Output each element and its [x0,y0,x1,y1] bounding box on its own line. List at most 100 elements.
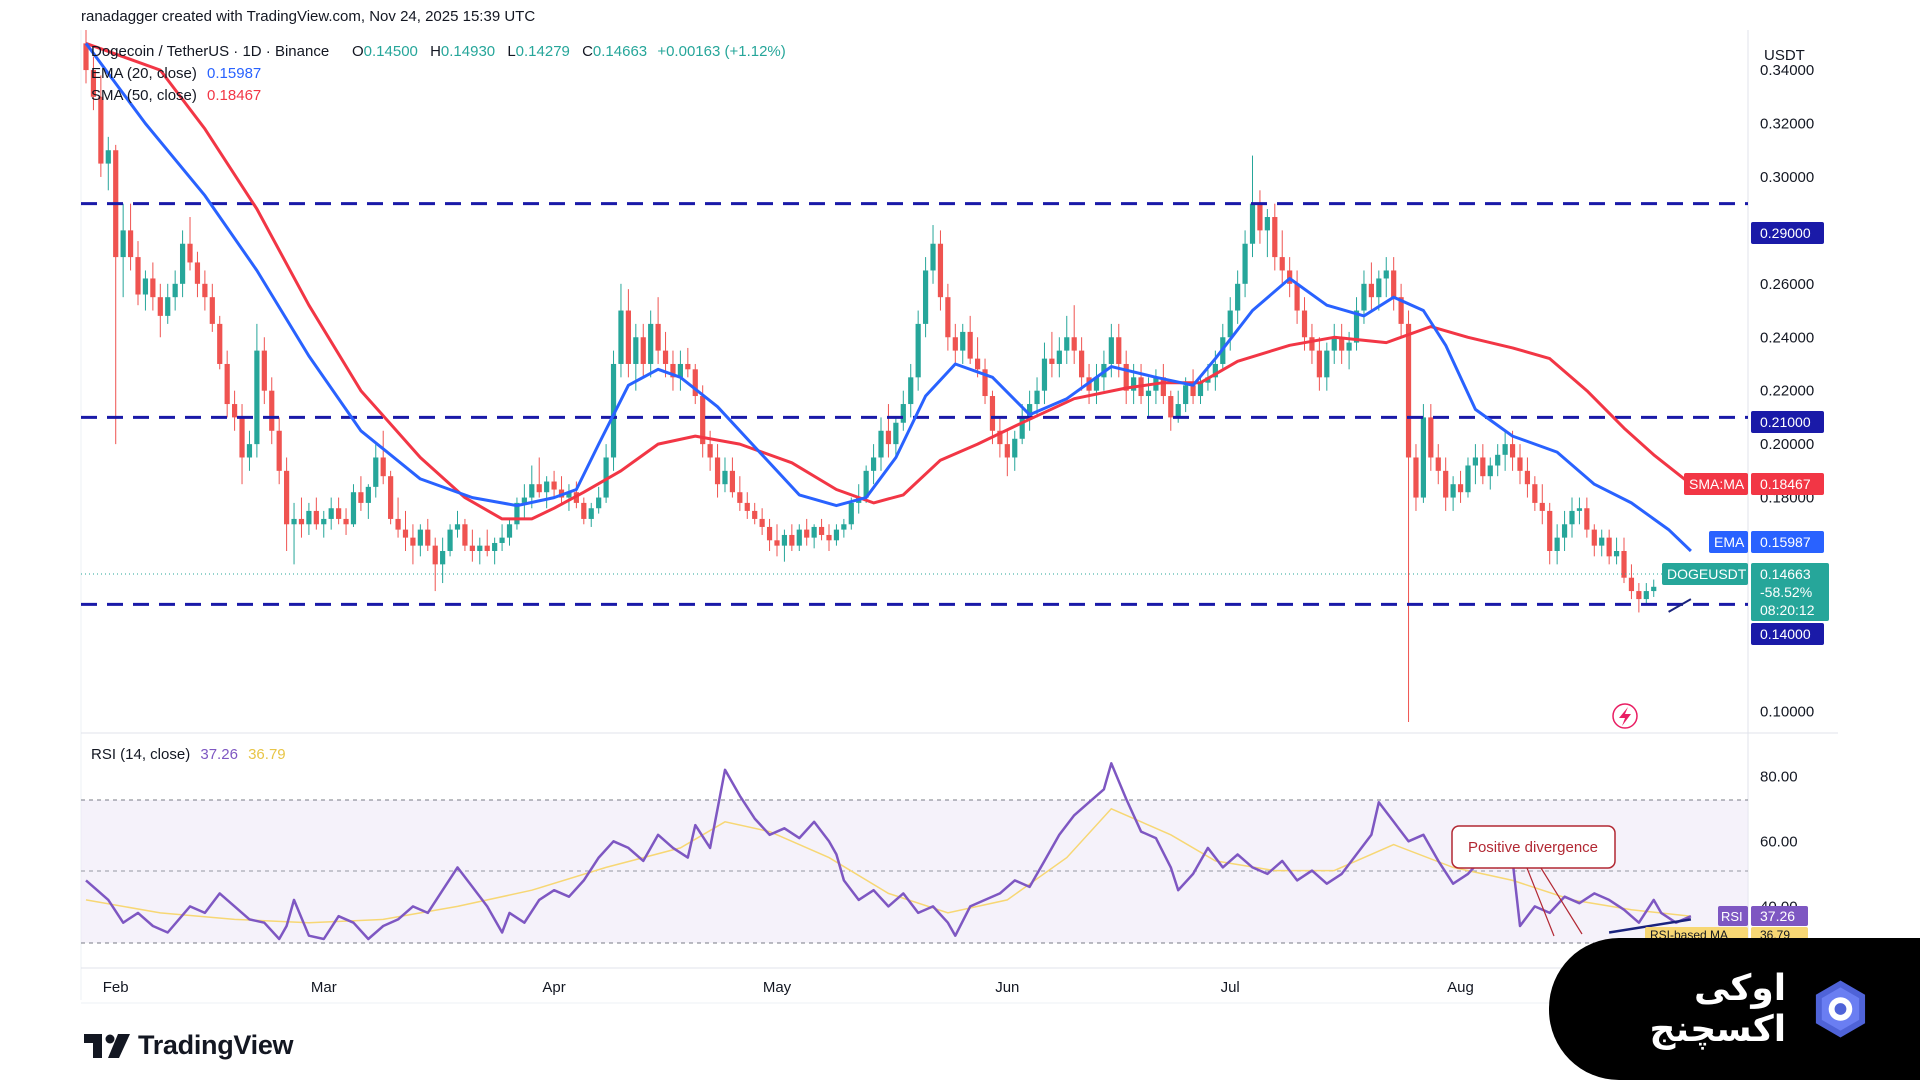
candle-body [1353,310,1360,343]
candle [1480,444,1486,485]
moving-average-lines [84,41,1692,553]
candle [1524,457,1531,498]
candle [172,270,178,311]
candle [677,350,683,391]
candle [1004,430,1010,477]
candle [1539,484,1545,525]
candle-body [358,492,364,503]
candle [365,484,371,519]
candle-body [885,430,892,445]
candle [313,497,319,530]
candle [1242,230,1248,298]
price-axis-currency[interactable]: USDT [1764,47,1805,64]
candle-body [373,457,379,487]
candle [1012,430,1018,471]
candle-body [1509,444,1516,458]
candle [1064,315,1070,364]
candle-body [863,470,869,498]
candle [127,203,134,271]
candle-body [1361,283,1367,311]
divergence-label: Positive divergence [1468,839,1598,856]
candle-body [870,457,877,471]
sma50-line [85,41,1692,521]
candle-body [1480,457,1486,477]
candle-body [187,243,193,263]
candle [1041,342,1048,405]
candle-body [937,243,944,298]
candle-body [1079,350,1085,378]
candle [960,323,966,364]
sma-legend[interactable]: SMA (50, close) 0.18467 [91,87,261,104]
ema20-line [84,42,1692,553]
badge-rsi-ma: RSI-based MA 36.79 [1645,927,1808,942]
ema-legend[interactable]: EMA (20, close) 0.15987 [91,65,261,82]
candle [908,363,914,418]
candle-body [1183,385,1189,405]
rsi-legend[interactable]: RSI (14, close) 37.26 36.79 [91,746,286,763]
candle-body [1472,457,1479,466]
candle [930,225,936,284]
svg-text:0.15987: 0.15987 [1760,534,1811,550]
candle-body [90,70,97,97]
candle [425,518,431,551]
candle-body [425,529,431,546]
candle [1517,444,1523,485]
price-tick-label: 0.30000 [1760,169,1814,186]
candle-body [1643,591,1649,600]
time-tick-label: Jun [995,979,1019,996]
candle [447,524,453,557]
candle-body [1539,502,1545,511]
candle [1249,155,1256,258]
divergence-price-line [1668,598,1692,613]
candle-body [521,497,527,503]
candle [1561,510,1568,551]
candle-body [1443,470,1449,498]
candle [759,508,765,535]
candle [410,524,416,565]
lightning-icon[interactable] [1612,703,1638,729]
candle-body [298,518,305,525]
candle [328,497,334,530]
candle-body [1056,350,1062,364]
candle-body [417,529,423,546]
candle [105,136,111,191]
candle [603,444,609,503]
candle [581,497,587,525]
candle-body [157,297,163,316]
candle-body [1168,396,1174,418]
badge-resistance-top: 0.29000 [1751,222,1824,244]
candle [1532,476,1538,511]
svg-text:SMA:MA: SMA:MA [1689,476,1745,492]
candle-body [714,457,721,485]
candle [640,323,646,378]
price-tick-label: 0.10000 [1760,703,1814,720]
exchange-banner: اوکی اکسچنج [1549,938,1920,1080]
svg-text:EMA: EMA [1714,534,1745,550]
candle [1495,444,1501,477]
candle [202,270,208,311]
candle [135,241,141,306]
candle-body [172,283,178,298]
candle [1123,350,1129,405]
symbol-title[interactable]: Dogecoin / TetherUS · 1D · Binance [91,43,329,60]
callout-pointer-2 [1540,867,1583,935]
candle [1443,457,1449,511]
candle-body [848,502,854,525]
candle [98,75,104,177]
candle [224,350,230,418]
candle-body [98,96,104,164]
candle [610,350,617,471]
price-tick-label: 0.20000 [1760,436,1814,453]
candle-body [165,297,171,316]
candle [818,518,825,541]
badge-rsi: RSI 37.26 [1718,906,1808,926]
candle [269,377,275,445]
candle-body [291,518,297,525]
positive-divergence-callout[interactable]: Positive divergence [1451,825,1616,869]
candle [885,404,892,458]
candle [1636,583,1642,613]
candle [722,457,728,493]
candle [254,323,260,458]
svg-text:0.14663: 0.14663 [1760,566,1811,582]
